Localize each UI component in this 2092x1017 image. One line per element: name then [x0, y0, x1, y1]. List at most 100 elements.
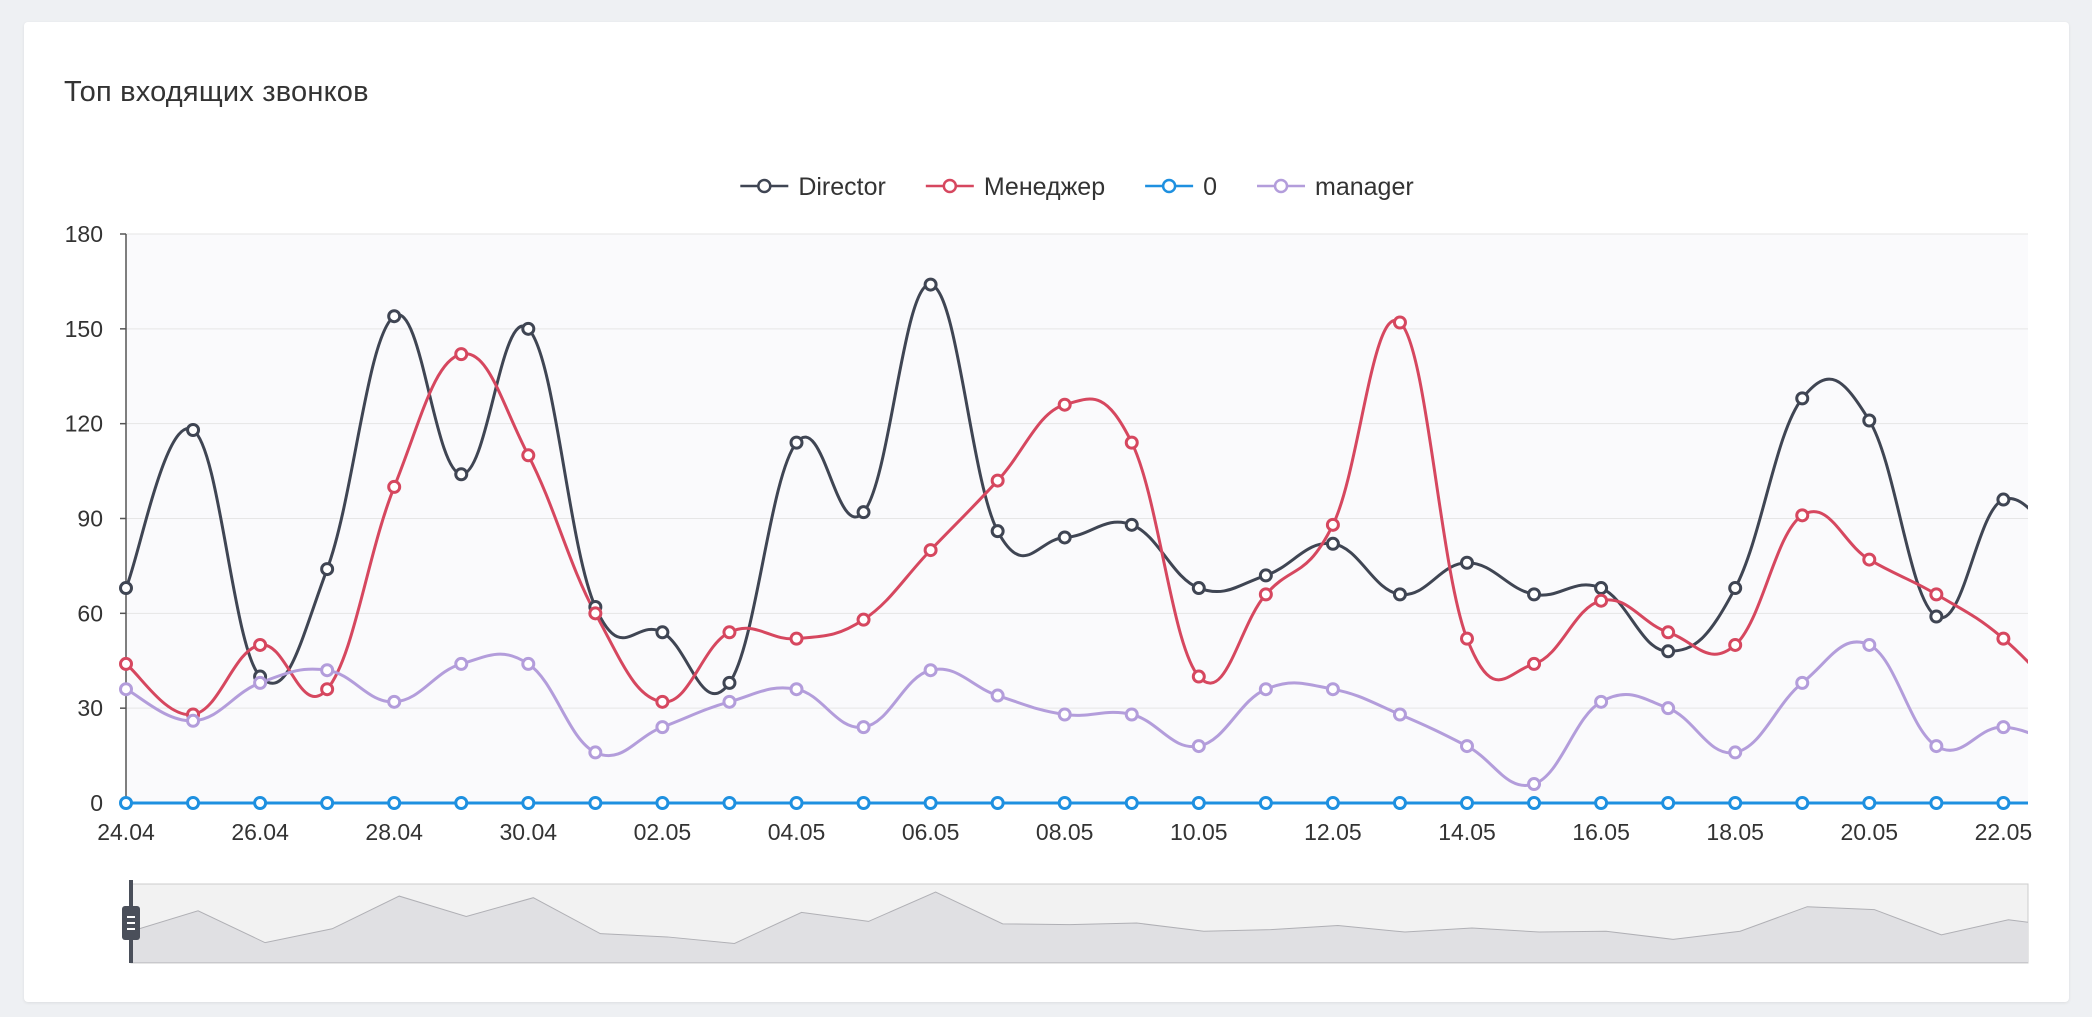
data-point[interactable]	[320, 796, 335, 810]
data-point[interactable]	[387, 694, 402, 709]
data-point[interactable]	[655, 796, 670, 810]
data-point[interactable]	[1460, 739, 1474, 754]
data-point[interactable]	[1996, 720, 2011, 735]
data-point[interactable]	[253, 675, 268, 690]
data-point[interactable]	[923, 543, 938, 558]
data-point[interactable]	[1728, 637, 1743, 652]
data-point[interactable]	[454, 796, 469, 810]
data-point[interactable]	[1996, 796, 2011, 810]
data-point[interactable]	[1996, 492, 2011, 507]
data-point[interactable]	[1191, 739, 1206, 754]
data-point[interactable]	[789, 631, 804, 646]
data-point[interactable]	[1594, 796, 1609, 810]
legend-item-1[interactable]: Менеджер	[925, 173, 1105, 201]
data-point[interactable]	[856, 796, 871, 810]
data-point[interactable]	[119, 796, 133, 810]
data-point[interactable]	[1862, 796, 1877, 810]
data-point[interactable]	[454, 656, 469, 671]
data-point[interactable]	[1460, 555, 1474, 570]
data-point[interactable]	[320, 562, 335, 577]
data-point[interactable]	[1527, 777, 1542, 792]
data-point[interactable]	[1191, 796, 1206, 810]
data-point[interactable]	[186, 422, 201, 437]
data-point[interactable]	[1929, 587, 1944, 602]
data-point[interactable]	[119, 656, 133, 671]
data-point[interactable]	[1057, 796, 1072, 810]
data-point[interactable]	[1325, 796, 1340, 810]
data-point[interactable]	[320, 663, 335, 678]
data-point[interactable]	[119, 682, 133, 697]
data-point[interactable]	[1392, 707, 1407, 722]
data-point[interactable]	[521, 656, 536, 671]
data-point[interactable]	[1460, 796, 1474, 810]
data-point[interactable]	[521, 321, 536, 336]
data-point[interactable]	[1862, 637, 1877, 652]
data-point[interactable]	[923, 663, 938, 678]
data-point[interactable]	[789, 682, 804, 697]
data-point[interactable]	[1929, 609, 1944, 624]
data-point[interactable]	[1527, 656, 1542, 671]
data-point[interactable]	[722, 796, 737, 810]
data-point[interactable]	[1258, 682, 1273, 697]
data-point[interactable]	[1661, 796, 1676, 810]
data-point[interactable]	[1057, 707, 1072, 722]
data-point[interactable]	[454, 347, 469, 362]
data-point[interactable]	[1795, 796, 1810, 810]
data-point[interactable]	[990, 796, 1005, 810]
data-point[interactable]	[1124, 707, 1139, 722]
data-point[interactable]	[789, 796, 804, 810]
data-point[interactable]	[1929, 796, 1944, 810]
data-point[interactable]	[990, 524, 1005, 539]
data-point[interactable]	[1661, 625, 1676, 640]
data-point[interactable]	[588, 606, 603, 621]
data-point[interactable]	[1862, 552, 1877, 567]
navigator-handle[interactable]	[122, 906, 140, 940]
data-point[interactable]	[387, 796, 402, 810]
data-point[interactable]	[1191, 581, 1206, 596]
data-point[interactable]	[387, 479, 402, 494]
data-point[interactable]	[1258, 568, 1273, 583]
data-point[interactable]	[588, 796, 603, 810]
data-point[interactable]	[923, 796, 938, 810]
data-point[interactable]	[1392, 796, 1407, 810]
data-point[interactable]	[1929, 739, 1944, 754]
data-point[interactable]	[789, 435, 804, 450]
data-point[interactable]	[186, 796, 201, 810]
data-point[interactable]	[1124, 517, 1139, 532]
data-point[interactable]	[1057, 530, 1072, 545]
data-point[interactable]	[1728, 581, 1743, 596]
data-point[interactable]	[655, 694, 670, 709]
data-point[interactable]	[856, 612, 871, 627]
data-point[interactable]	[990, 688, 1005, 703]
data-point[interactable]	[1258, 796, 1273, 810]
data-point[interactable]	[1527, 796, 1542, 810]
data-point[interactable]	[454, 467, 469, 482]
data-point[interactable]	[1258, 587, 1273, 602]
data-point[interactable]	[253, 637, 268, 652]
data-point[interactable]	[1594, 593, 1609, 608]
data-point[interactable]	[1795, 508, 1810, 523]
data-point[interactable]	[1728, 796, 1743, 810]
data-point[interactable]	[119, 581, 133, 596]
data-point[interactable]	[1460, 631, 1474, 646]
data-point[interactable]	[1862, 413, 1877, 428]
data-point[interactable]	[588, 745, 603, 760]
data-point[interactable]	[1392, 315, 1407, 330]
data-point[interactable]	[1996, 631, 2011, 646]
data-point[interactable]	[856, 505, 871, 520]
data-point[interactable]	[923, 277, 938, 292]
data-point[interactable]	[655, 720, 670, 735]
data-point[interactable]	[1594, 694, 1609, 709]
data-point[interactable]	[1728, 745, 1743, 760]
legend-item-2[interactable]: 0	[1145, 173, 1217, 201]
data-point[interactable]	[1325, 517, 1340, 532]
data-point[interactable]	[1124, 796, 1139, 810]
data-point[interactable]	[1795, 675, 1810, 690]
data-point[interactable]	[856, 720, 871, 735]
data-point[interactable]	[1124, 435, 1139, 450]
data-point[interactable]	[387, 309, 402, 324]
data-point[interactable]	[253, 796, 268, 810]
data-point[interactable]	[655, 625, 670, 640]
data-point[interactable]	[1795, 391, 1810, 406]
data-point[interactable]	[320, 682, 335, 697]
